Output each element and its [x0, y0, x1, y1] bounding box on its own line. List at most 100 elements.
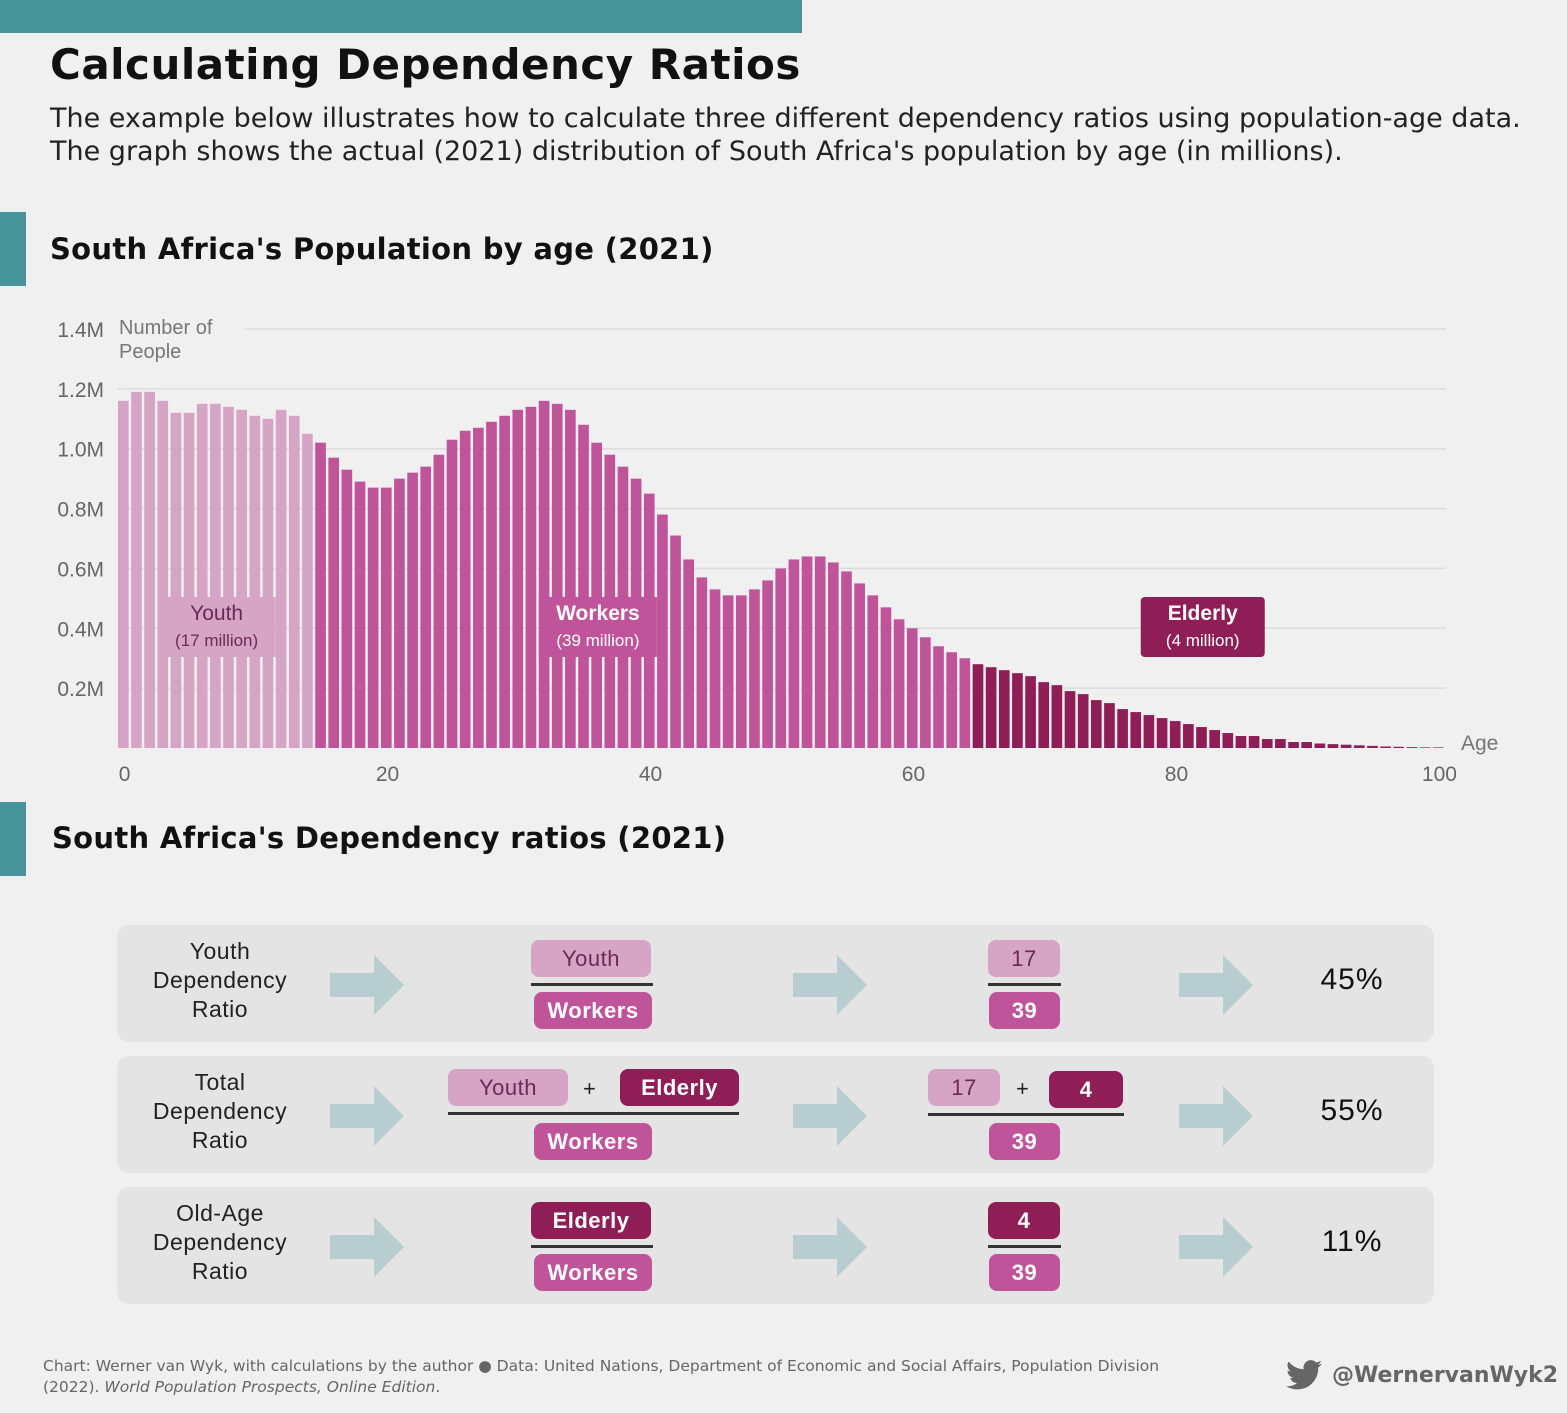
twitter-handle[interactable]: @WernervanWyk2 — [1286, 1360, 1558, 1390]
annotation-title-elderly: Elderly — [1168, 602, 1238, 625]
bar-age-3 — [157, 400, 169, 748]
ratio-label: Total Dependency Ratio — [152, 1069, 288, 1153]
fraction-line — [448, 1112, 739, 1115]
arrow-icon — [330, 1086, 404, 1146]
bar-age-80 — [1169, 721, 1181, 748]
bar-age-82 — [1196, 727, 1207, 748]
denominator-workers: Workers — [534, 1254, 652, 1291]
denominator-value: 39 — [989, 1123, 1060, 1160]
annotation-box-youth — [157, 597, 276, 657]
x-tick-label: 80 — [1165, 763, 1188, 786]
footer-line-2: (2022). World Population Prospects, Onli… — [43, 1378, 441, 1396]
bar-age-33 — [551, 403, 563, 748]
bar-age-73 — [1077, 694, 1089, 748]
bar-age-90 — [1301, 742, 1313, 748]
y-tick-label: 1.4M — [57, 319, 104, 342]
bar-age-25 — [446, 439, 458, 748]
bar-age-50 — [775, 568, 787, 748]
x-tick-label: 40 — [639, 763, 662, 786]
bar-age-79 — [1156, 718, 1168, 748]
y-tick-label: 0.4M — [57, 618, 104, 641]
bar-age-72 — [1064, 691, 1076, 748]
numerator-value: 17 — [928, 1069, 1000, 1106]
bar-age-92 — [1327, 744, 1339, 748]
x-tick-label: 100 — [1422, 763, 1457, 786]
bar-age-60 — [906, 628, 918, 748]
bar-age-35 — [578, 424, 589, 748]
fraction-line — [928, 1113, 1124, 1116]
section-accent-bar — [0, 212, 26, 286]
bar-age-19 — [367, 487, 379, 748]
bar-age-34 — [565, 409, 576, 748]
bar-age-1 — [131, 391, 142, 748]
ratio-label: Old-Age Dependency Ratio — [152, 1200, 288, 1284]
arrow-icon — [793, 1217, 867, 1277]
bar-age-86 — [1248, 736, 1260, 748]
bar-age-94 — [1353, 745, 1365, 748]
bar-age-78 — [1143, 715, 1155, 748]
bar-age-8 — [223, 406, 234, 748]
annotation-sub-elderly: (4 million) — [1166, 631, 1240, 650]
x-tick-label: 20 — [376, 763, 399, 786]
section-title-ratios: South Africa's Dependency ratios (2021) — [52, 821, 727, 855]
bar-age-52 — [801, 556, 813, 748]
bar-age-51 — [788, 559, 800, 748]
annotation-sub-youth: (17 million) — [175, 631, 258, 650]
annotation-sub-workers: (39 million) — [556, 631, 639, 650]
bar-age-62 — [933, 646, 944, 748]
bar-age-98 — [1406, 747, 1418, 748]
bar-age-43 — [683, 559, 695, 748]
ratio-row: Youth Dependency Ratio Youth Workers 17 39 45% — [117, 925, 1434, 1042]
bar-age-23 — [420, 466, 432, 748]
bar-age-59 — [893, 619, 905, 748]
bar-age-0 — [118, 400, 129, 748]
y-tick-label: 0.6M — [57, 558, 104, 581]
footer-line-1: Chart: Werner van Wyk, with calculations… — [43, 1357, 1160, 1375]
bar-age-30 — [512, 409, 524, 748]
numerator-value: 4 — [1049, 1071, 1123, 1108]
section-accent-bar — [0, 802, 26, 876]
bar-age-64 — [959, 658, 971, 748]
bar-age-26 — [459, 430, 471, 748]
annotation-box-workers — [538, 597, 657, 657]
numerator-elderly: Elderly — [620, 1069, 739, 1106]
x-axis-label: Age — [1461, 732, 1498, 755]
bar-age-89 — [1288, 742, 1299, 748]
bar-age-11 — [262, 418, 274, 748]
ratio-row: Total Dependency Ratio Youth + Elderly Workers… — [117, 1056, 1434, 1173]
y-tick-label: 0.2M — [57, 678, 104, 701]
bar-age-70 — [1038, 682, 1050, 748]
top-accent-bar — [0, 0, 802, 33]
bar-age-61 — [920, 637, 931, 748]
y-axis-label: Number of — [119, 317, 213, 339]
bar-age-63 — [946, 652, 958, 748]
bar-age-85 — [1235, 736, 1247, 748]
bar-age-9 — [236, 409, 247, 748]
bar-age-65 — [972, 664, 984, 748]
bar-age-31 — [525, 406, 537, 748]
bar-age-55 — [841, 571, 852, 748]
bar-age-24 — [433, 454, 445, 748]
bar-age-18 — [354, 481, 366, 748]
bar-age-14 — [302, 433, 313, 748]
bar-age-29 — [499, 415, 510, 748]
bar-age-6 — [196, 403, 208, 748]
y-tick-label: 1.2M — [57, 379, 104, 402]
bar-age-48 — [749, 589, 760, 748]
bar-age-16 — [328, 457, 340, 748]
bar-age-5 — [183, 412, 195, 748]
bar-age-15 — [315, 442, 326, 748]
bar-age-44 — [696, 577, 708, 748]
bar-age-96 — [1380, 746, 1391, 748]
bar-age-2 — [144, 391, 155, 748]
ratio-row: Old-Age Dependency Ratio Elderly Workers 4 39 1… — [117, 1187, 1434, 1304]
y-tick-label: 0.8M — [57, 499, 104, 522]
population-chart: 0.2M 0.4M 0.6M 0.8M 1.0M 1.2M 1.4M Number ofPeo… — [57, 317, 1498, 786]
bar-age-45 — [709, 589, 721, 748]
bar-age-42 — [670, 535, 681, 748]
bar-age-74 — [1090, 700, 1102, 748]
bar-age-4 — [170, 412, 182, 748]
bar-age-71 — [1051, 685, 1063, 748]
bar-age-67 — [998, 670, 1010, 748]
annotation-title-workers: Workers — [556, 602, 640, 625]
